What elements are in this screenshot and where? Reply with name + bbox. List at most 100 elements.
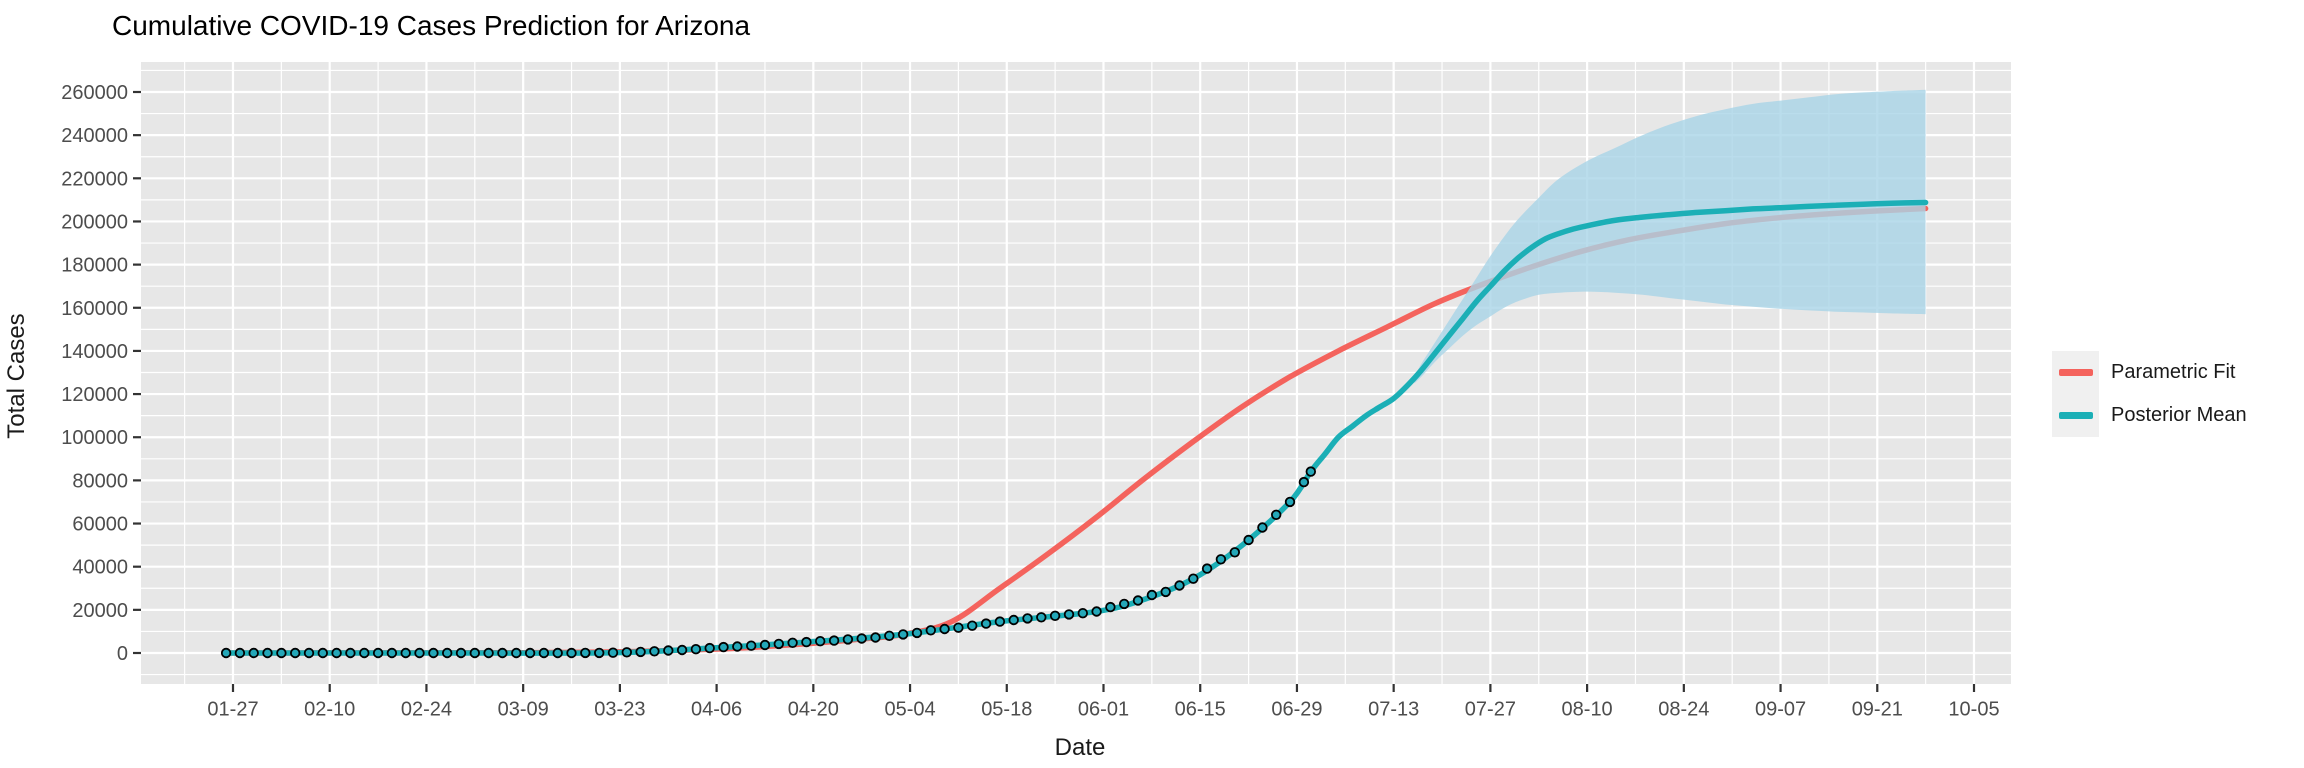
legend-label: Posterior Mean bbox=[2111, 404, 2247, 426]
legend: Parametric Fit Posterior Mean bbox=[2052, 351, 2247, 437]
observed-point bbox=[345, 647, 356, 659]
observed-point bbox=[1049, 610, 1061, 622]
observed-point bbox=[566, 647, 577, 659]
x-tick-label: 03-23 bbox=[594, 699, 645, 721]
y-tick-label: 20000 bbox=[72, 600, 128, 622]
observed-point bbox=[801, 636, 812, 648]
observed-point bbox=[1188, 573, 1199, 584]
observed-point bbox=[704, 642, 715, 654]
observed-point bbox=[732, 641, 743, 652]
x-tick-label: 03-09 bbox=[498, 699, 549, 721]
observed-point bbox=[635, 646, 646, 658]
observed-point bbox=[538, 647, 550, 659]
observed-point bbox=[759, 639, 771, 651]
observed-point bbox=[746, 640, 757, 651]
observed-point bbox=[1284, 496, 1296, 508]
observed-point bbox=[1008, 614, 1019, 626]
y-tick-label: 100000 bbox=[61, 427, 128, 449]
observed-point bbox=[1146, 589, 1158, 601]
observed-point bbox=[649, 646, 660, 657]
observed-point bbox=[1077, 608, 1089, 619]
observed-point bbox=[994, 616, 1006, 627]
observed-point bbox=[1298, 476, 1310, 488]
x-tick-label: 07-13 bbox=[1368, 699, 1419, 721]
observed-point bbox=[718, 641, 729, 653]
observed-point bbox=[428, 647, 439, 659]
x-axis-title: Date bbox=[1054, 734, 1106, 761]
observed-point bbox=[911, 627, 923, 639]
y-tick-label: 200000 bbox=[61, 211, 128, 233]
axis-ticks bbox=[133, 90, 1976, 692]
x-tick-label: 06-01 bbox=[1078, 699, 1129, 721]
y-tick-label: 0 bbox=[117, 643, 128, 665]
observed-point bbox=[580, 647, 591, 659]
observed-point bbox=[234, 647, 246, 659]
x-tick-label: 02-24 bbox=[401, 699, 452, 721]
legend-label: Parametric Fit bbox=[2111, 361, 2236, 383]
observed-point bbox=[1243, 534, 1254, 546]
observed-point bbox=[1132, 595, 1144, 606]
observed-point bbox=[386, 647, 398, 659]
observed-point bbox=[524, 647, 536, 659]
legend-item-parametric-fit: Parametric Fit bbox=[2052, 351, 2247, 394]
observed-point bbox=[1215, 554, 1227, 565]
grid-major bbox=[141, 62, 2011, 684]
observed-point bbox=[967, 620, 978, 631]
observed-point bbox=[372, 647, 384, 659]
observed-point bbox=[1270, 509, 1282, 521]
observed-point bbox=[1201, 563, 1213, 574]
x-tick-label: 10-05 bbox=[1948, 699, 1999, 721]
observed-point bbox=[594, 647, 605, 659]
observed-point bbox=[400, 647, 411, 659]
y-tick-label: 220000 bbox=[61, 168, 128, 190]
observed-point bbox=[884, 630, 895, 642]
x-tick-label: 09-07 bbox=[1755, 699, 1806, 721]
observed-point bbox=[621, 647, 633, 658]
observed-point bbox=[870, 632, 881, 643]
x-tick-label: 08-24 bbox=[1658, 699, 1709, 721]
observed-point bbox=[676, 644, 688, 656]
observed-point bbox=[497, 647, 508, 659]
observed-point bbox=[856, 633, 867, 644]
y-tick-label: 260000 bbox=[61, 82, 128, 104]
observed-point bbox=[552, 647, 563, 659]
y-tick-label: 60000 bbox=[72, 514, 128, 536]
observed-point bbox=[290, 647, 301, 659]
observed-point bbox=[842, 634, 854, 645]
observed-point bbox=[1174, 580, 1185, 591]
x-tick-label: 06-15 bbox=[1175, 699, 1226, 721]
y-tick-label: 180000 bbox=[61, 255, 128, 277]
observed-point bbox=[469, 647, 481, 659]
observed-point bbox=[262, 647, 273, 659]
axis-tick-labels: 01-27 02-10 02-24 03-09 03-23 04-06 04-20 05-04… bbox=[61, 82, 1999, 721]
observed-point bbox=[442, 647, 453, 659]
observed-point bbox=[1022, 613, 1033, 624]
observed-point bbox=[455, 647, 467, 659]
x-tick-label: 05-18 bbox=[981, 699, 1032, 721]
observed-point bbox=[815, 636, 826, 647]
x-tick-label: 05-04 bbox=[884, 699, 935, 721]
observed-point bbox=[787, 637, 798, 649]
y-tick-label: 80000 bbox=[72, 470, 128, 492]
posterior-mean-key-line bbox=[2058, 412, 2093, 419]
observed-point bbox=[1257, 522, 1268, 533]
y-tick-label: 140000 bbox=[61, 341, 128, 363]
credible-interval-ribbon bbox=[1414, 89, 1926, 384]
y-axis-title: Total Cases bbox=[3, 313, 30, 439]
observed-point bbox=[1105, 601, 1116, 613]
observed-point bbox=[276, 647, 287, 659]
x-tick-label: 04-20 bbox=[788, 699, 839, 721]
observed-point bbox=[773, 638, 785, 650]
y-tick-label: 120000 bbox=[61, 384, 128, 406]
legend-key-box bbox=[2052, 351, 2099, 394]
observed-point bbox=[953, 622, 964, 633]
legend-item-posterior-mean: Posterior Mean bbox=[2052, 394, 2247, 437]
observed-point bbox=[980, 618, 992, 629]
observed-point bbox=[220, 647, 232, 659]
grid-minor bbox=[141, 62, 2011, 684]
x-tick-label: 04-06 bbox=[691, 699, 742, 721]
observed-points bbox=[220, 466, 1317, 659]
observed-point bbox=[1118, 598, 1130, 610]
